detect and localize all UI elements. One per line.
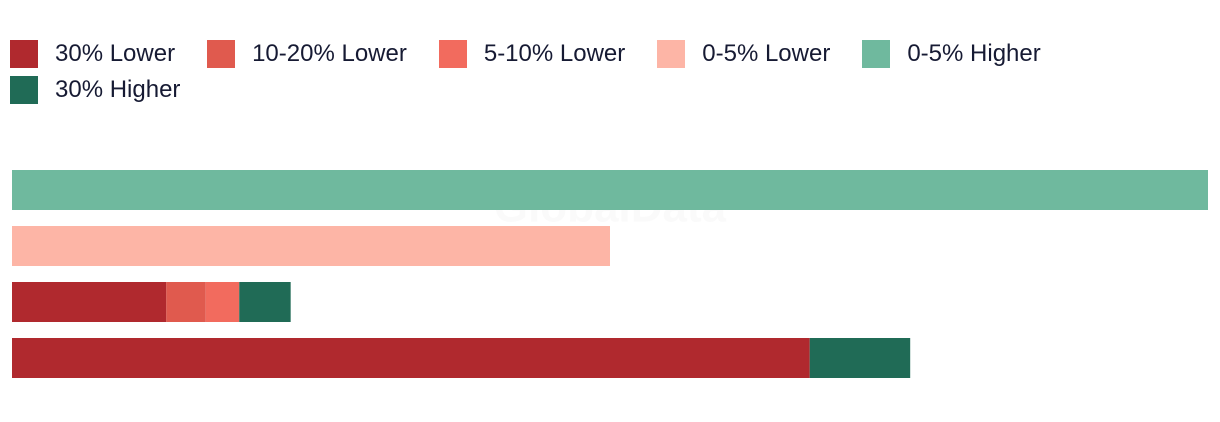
- legend-label: 30% Higher: [55, 76, 181, 103]
- bar-segment: [166, 282, 206, 322]
- legend-label: 30% Lower: [55, 40, 176, 67]
- bar-segment: [205, 282, 240, 322]
- legend-item: 30% Higher: [10, 76, 180, 104]
- bar-segment: [12, 282, 167, 322]
- bar-segment: [239, 282, 291, 322]
- legend-swatch: [657, 40, 686, 68]
- legend-label: 5-10% Lower: [483, 40, 626, 67]
- legend-item: 10-20% Lower: [207, 40, 407, 68]
- bar-segment: [12, 170, 1208, 210]
- legend-swatch: [207, 40, 236, 68]
- bar-segment: [12, 226, 610, 266]
- legend-item: 0-5% Higher: [862, 40, 1041, 68]
- legend-swatch: [10, 40, 38, 68]
- legend: 30% Lower 10-20% Lower 5-10% Lower 0-5% Low…: [10, 40, 1120, 104]
- bar-segment: [809, 338, 911, 378]
- legend-item: 5-10% Lower: [438, 40, 626, 68]
- bar-segment: [12, 338, 810, 378]
- legend-item: 0-5% Lower: [657, 40, 830, 68]
- legend-label: 0-5% Higher: [907, 40, 1041, 67]
- legend-swatch: [10, 76, 38, 104]
- legend-item: 30% Lower: [10, 40, 175, 68]
- legend-swatch: [438, 40, 467, 68]
- legend-label: 10-20% Lower: [252, 40, 407, 67]
- legend-label: 0-5% Lower: [702, 40, 831, 67]
- legend-swatch: [862, 40, 891, 68]
